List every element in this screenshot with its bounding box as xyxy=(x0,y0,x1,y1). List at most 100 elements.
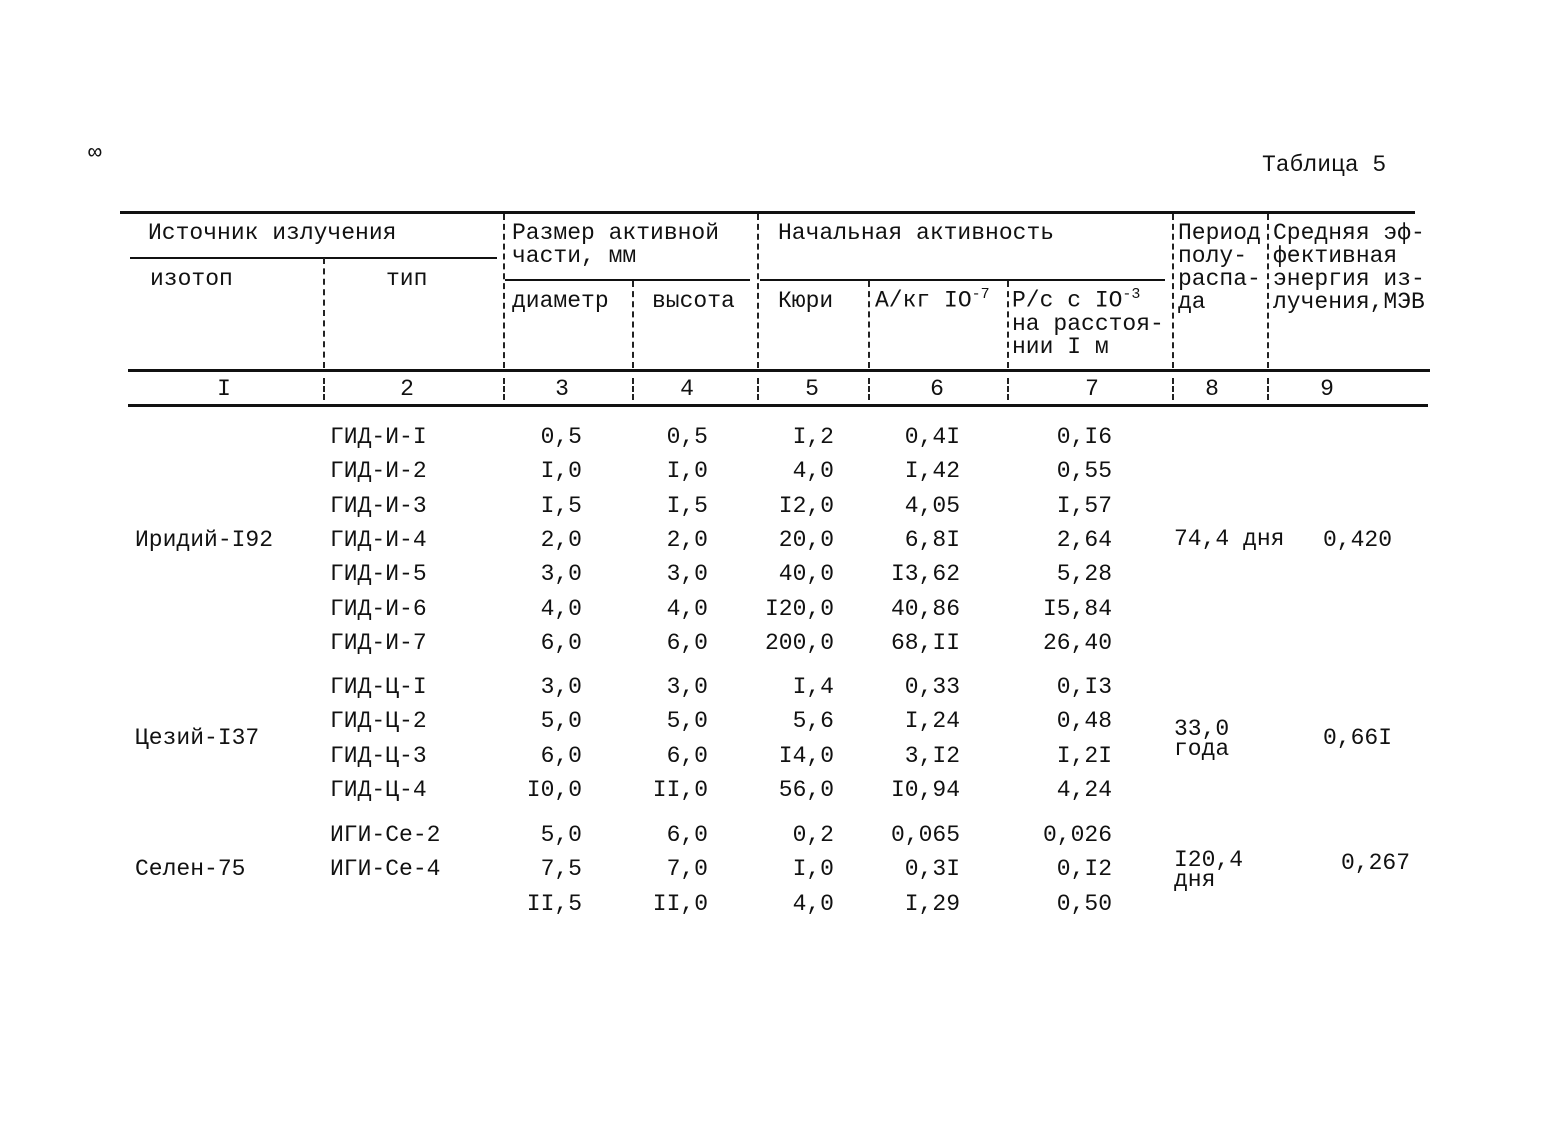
cell: 6,0 xyxy=(666,629,708,656)
cell: 4,0 xyxy=(792,890,834,917)
cell: 3,0 xyxy=(666,561,708,588)
header-cell: Р/с с IO-3 на расстоя- нии I м xyxy=(1012,286,1164,360)
cell: 56,0 xyxy=(778,776,834,803)
half-life: I20,4 дня xyxy=(1174,847,1244,894)
cell: 6,0 xyxy=(666,742,708,769)
cell: 3,I2 xyxy=(904,742,960,769)
separator xyxy=(1007,378,1009,400)
source-type: ГИД-И-4 xyxy=(330,526,427,553)
cell: 6,0 xyxy=(666,822,708,848)
source-type: ГИД-Ц-2 xyxy=(330,708,427,735)
separator xyxy=(323,258,325,368)
separator xyxy=(1172,214,1174,368)
half-life: 33,0 года xyxy=(1174,716,1230,763)
cell: 7,0 xyxy=(666,856,708,883)
column-number: I xyxy=(217,376,231,402)
cell: 200,0 xyxy=(764,629,834,656)
energy: 0,267 xyxy=(1340,850,1410,877)
separator xyxy=(757,378,759,400)
source-type: ГИД-И-2 xyxy=(330,458,427,485)
cell: I2,0 xyxy=(778,492,834,519)
energy: 0,420 xyxy=(1322,526,1392,553)
separator xyxy=(1267,214,1269,368)
cell: 0,3I xyxy=(904,856,960,883)
cell: II,5 xyxy=(526,890,582,917)
cell: I,0 xyxy=(540,458,582,485)
isotope: Цезий-I37 xyxy=(135,725,260,752)
header-cell: высота xyxy=(652,288,735,314)
energy: 0,66I xyxy=(1322,725,1392,752)
source-type: ИГИ-Се-4 xyxy=(330,856,441,883)
cell: 3,0 xyxy=(666,674,708,700)
separator xyxy=(868,281,870,368)
cell: I,2 xyxy=(792,424,834,450)
header-cell: диаметр xyxy=(512,288,609,314)
separator xyxy=(1007,281,1009,368)
cell: I3,62 xyxy=(890,561,960,588)
separator xyxy=(757,214,759,368)
cell: I0,94 xyxy=(890,776,960,803)
source-type: ГИД-Ц-3 xyxy=(330,742,427,769)
cell: I4,0 xyxy=(778,742,834,769)
cell: 6,8I xyxy=(904,526,960,553)
cell: 40,0 xyxy=(778,561,834,588)
cell: 0,5 xyxy=(540,424,582,450)
separator xyxy=(503,214,505,368)
cell: I20,0 xyxy=(764,595,834,622)
header-cell: Размер активной части, мм xyxy=(512,220,720,269)
cell: I5,84 xyxy=(1042,595,1112,622)
cell: 7,5 xyxy=(540,856,582,883)
rule xyxy=(760,279,1165,281)
cell: I,0 xyxy=(792,856,834,883)
header-cell: Средняя эф- фективная энергия из- лучени… xyxy=(1273,220,1425,315)
cell: 0,55 xyxy=(1056,458,1112,485)
header-cell: изотоп xyxy=(150,266,233,292)
rule xyxy=(128,369,1430,372)
column-number: 5 xyxy=(805,376,819,402)
cell: 5,0 xyxy=(540,822,582,848)
cell: 6,0 xyxy=(540,742,582,769)
caption: Таблица 5 xyxy=(1262,152,1387,178)
separator xyxy=(1172,378,1174,400)
header-cell: Начальная активность xyxy=(778,220,1055,246)
half-life: 74,4 дня xyxy=(1174,525,1285,552)
cell: 2,64 xyxy=(1056,526,1112,553)
cell: 5,0 xyxy=(540,708,582,735)
cell: 3,0 xyxy=(540,561,582,588)
cell: I0,0 xyxy=(526,776,582,803)
separator xyxy=(868,378,870,400)
cell: 5,0 xyxy=(666,708,708,735)
rule xyxy=(130,257,497,259)
column-number: 2 xyxy=(400,376,414,402)
source-type: ГИД-Ц-4 xyxy=(330,776,427,803)
page-number: ∞ xyxy=(88,140,102,166)
cell: 0,50 xyxy=(1056,890,1112,917)
cell: 0,5 xyxy=(666,424,708,450)
cell: I,29 xyxy=(904,890,960,917)
cell: I,2I xyxy=(1056,742,1112,769)
isotope: Иридий-I92 xyxy=(135,526,274,553)
cell: I,5 xyxy=(540,492,582,519)
rule xyxy=(505,279,750,281)
cell: 4,0 xyxy=(792,458,834,485)
cell: I,57 xyxy=(1056,492,1112,519)
cell: 0,I3 xyxy=(1056,674,1112,700)
separator xyxy=(503,378,505,400)
separator xyxy=(323,378,325,400)
cell: 0,48 xyxy=(1056,708,1112,735)
rule xyxy=(128,404,1428,407)
separator xyxy=(632,378,634,400)
cell: 5,6 xyxy=(792,708,834,735)
isotope: Селен-75 xyxy=(135,856,246,883)
cell: 2,0 xyxy=(666,526,708,553)
header-cell: А/кг IO-7 xyxy=(875,286,990,314)
source-type: ИГИ-Се-2 xyxy=(330,822,441,848)
cell: 4,24 xyxy=(1056,776,1112,803)
cell: 68,II xyxy=(890,629,960,656)
cell: I,24 xyxy=(904,708,960,735)
header-cell: Период полу- распа- да xyxy=(1178,220,1261,315)
header-cell: Кюри xyxy=(778,288,834,314)
cell: 0,I6 xyxy=(1056,424,1112,450)
source-type: ГИД-И-5 xyxy=(330,561,427,588)
